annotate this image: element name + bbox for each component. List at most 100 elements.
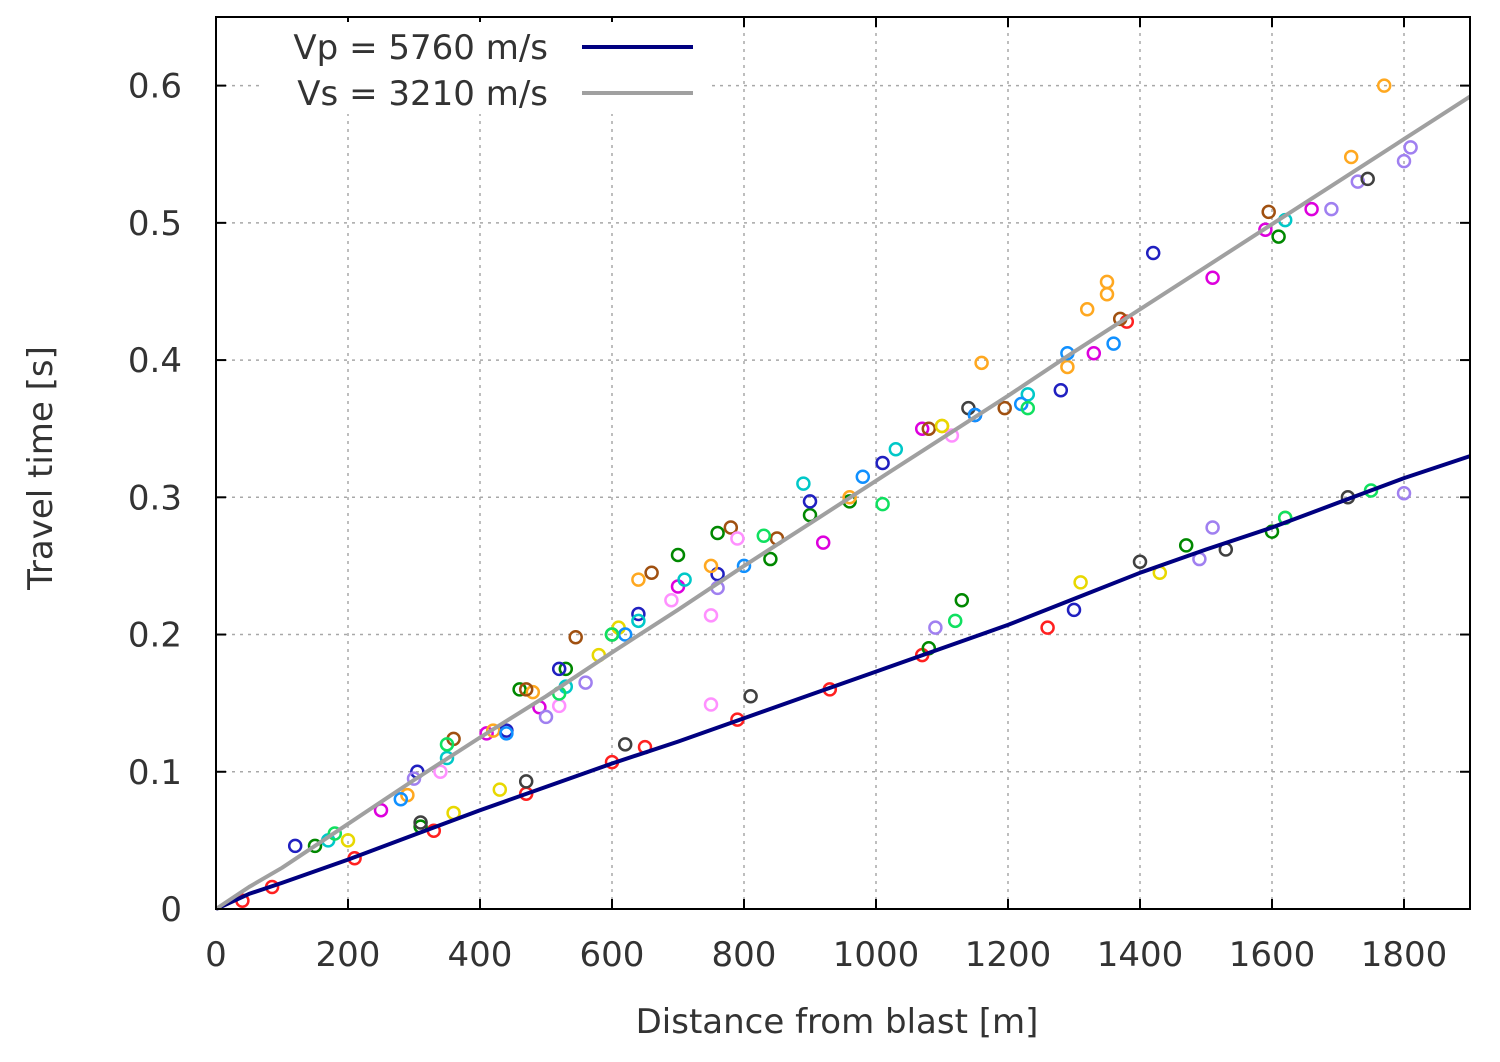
data-point-sky-blue [1106, 336, 1121, 351]
legend-label-vp: Vp = 5760 m/s [293, 28, 548, 68]
data-point-orange [1343, 149, 1359, 165]
data-point-spring-green [756, 528, 772, 543]
data-point-pink [664, 592, 679, 608]
data-point-orange [1079, 302, 1095, 317]
data-point-dark-gray [413, 815, 428, 830]
x-tick-label: 200 [316, 935, 381, 975]
data-point-orange [842, 490, 857, 505]
vp-line [215, 454, 1471, 911]
data-point-magenta [1304, 201, 1319, 217]
data-point-spring-green [604, 627, 620, 642]
data-point-yellow [934, 418, 950, 434]
y-tick-label: 0.4 [128, 341, 182, 381]
data-point-magenta [1258, 222, 1273, 237]
data-point-spring-green [947, 613, 963, 629]
data-point-cyan [631, 613, 646, 629]
data-point-orange [1376, 78, 1392, 93]
data-point-magenta [1086, 345, 1102, 361]
data-point-violet [1396, 153, 1412, 169]
data-point-cyan [677, 572, 692, 587]
data-point-brown [1261, 204, 1276, 220]
data-point-blue [551, 661, 567, 677]
data-point-dark-gray [1132, 554, 1148, 570]
data-point-green [307, 838, 323, 854]
data-point-yellow [492, 782, 508, 797]
data-point-pink [730, 531, 745, 546]
data-point-green [1271, 229, 1286, 244]
data-point-brown [921, 421, 937, 436]
y-tick-label: 0 [160, 890, 182, 930]
y-axis-title: Travel time [s] [21, 346, 61, 591]
data-point-blue [631, 606, 646, 622]
data-point-pink [703, 697, 719, 712]
data-point-red [1040, 620, 1055, 635]
data-point-green [558, 661, 574, 677]
data-point-brown [568, 630, 583, 645]
data-point-violet [928, 620, 943, 635]
data-point-blue [287, 838, 303, 854]
data-point-green [763, 551, 778, 567]
x-tick-label: 0 [205, 935, 227, 975]
data-point-orange [485, 723, 501, 738]
data-point-orange [1060, 359, 1075, 375]
data-points [235, 78, 1418, 909]
data-point-blue [1053, 383, 1069, 398]
data-point-pink [703, 608, 719, 623]
data-point-blue [1066, 602, 1082, 618]
data-point-magenta [815, 535, 831, 550]
data-point-dark-gray [518, 774, 534, 789]
y-tick-label: 0.5 [128, 204, 182, 244]
data-point-spring-green [1363, 483, 1379, 498]
y-tick-label: 0.2 [128, 616, 182, 656]
data-point-violet [1205, 520, 1220, 535]
data-point-cyan [1020, 387, 1036, 402]
data-point-violet [538, 709, 554, 725]
x-tick-label: 800 [712, 935, 777, 975]
x-tick-label: 1200 [965, 935, 1052, 975]
legend-background [260, 22, 710, 114]
data-point-spring-green [1020, 400, 1036, 416]
data-point-orange [525, 684, 541, 700]
data-point-orange [1099, 274, 1115, 290]
data-point-spring-green [327, 826, 343, 841]
velocity-lines [214, 94, 1472, 911]
data-point-violet [1396, 485, 1412, 501]
data-point-violet [1403, 140, 1418, 155]
data-point-magenta [914, 421, 930, 436]
data-point-cyan [439, 750, 455, 766]
data-point-spring-green [875, 496, 890, 512]
data-point-violet [1324, 201, 1339, 217]
data-point-sky-blue [855, 469, 871, 484]
data-point-yellow [1073, 575, 1088, 590]
data-point-brown [997, 400, 1012, 416]
data-point-blue [875, 455, 890, 471]
data-point-sky-blue [393, 791, 409, 807]
x-tick-label: 400 [448, 935, 513, 975]
data-point-magenta [479, 726, 494, 741]
vs-line [214, 94, 1472, 911]
data-point-brown [723, 520, 739, 535]
x-tick-label: 600 [580, 935, 645, 975]
data-point-yellow [340, 833, 356, 848]
data-point-brown [644, 565, 659, 581]
data-point-green [1178, 538, 1194, 553]
data-point-green [512, 682, 527, 697]
x-tick-label: 1400 [1097, 935, 1184, 975]
y-tick-label: 0.6 [128, 67, 182, 107]
data-point-violet [578, 675, 593, 690]
x-tick-label: 1600 [1229, 935, 1316, 975]
data-point-green [710, 525, 725, 541]
data-point-dark-gray [617, 737, 633, 752]
x-tick-label: 1000 [833, 935, 920, 975]
data-point-green [670, 547, 686, 563]
data-point-orange [631, 572, 646, 587]
data-point-cyan [888, 442, 904, 457]
data-point-orange [974, 355, 989, 371]
data-point-violet [406, 771, 422, 786]
data-point-blue [1145, 245, 1161, 261]
data-point-pink [433, 764, 448, 780]
data-point-sky-blue [499, 726, 514, 741]
data-point-spring-green [439, 737, 455, 752]
